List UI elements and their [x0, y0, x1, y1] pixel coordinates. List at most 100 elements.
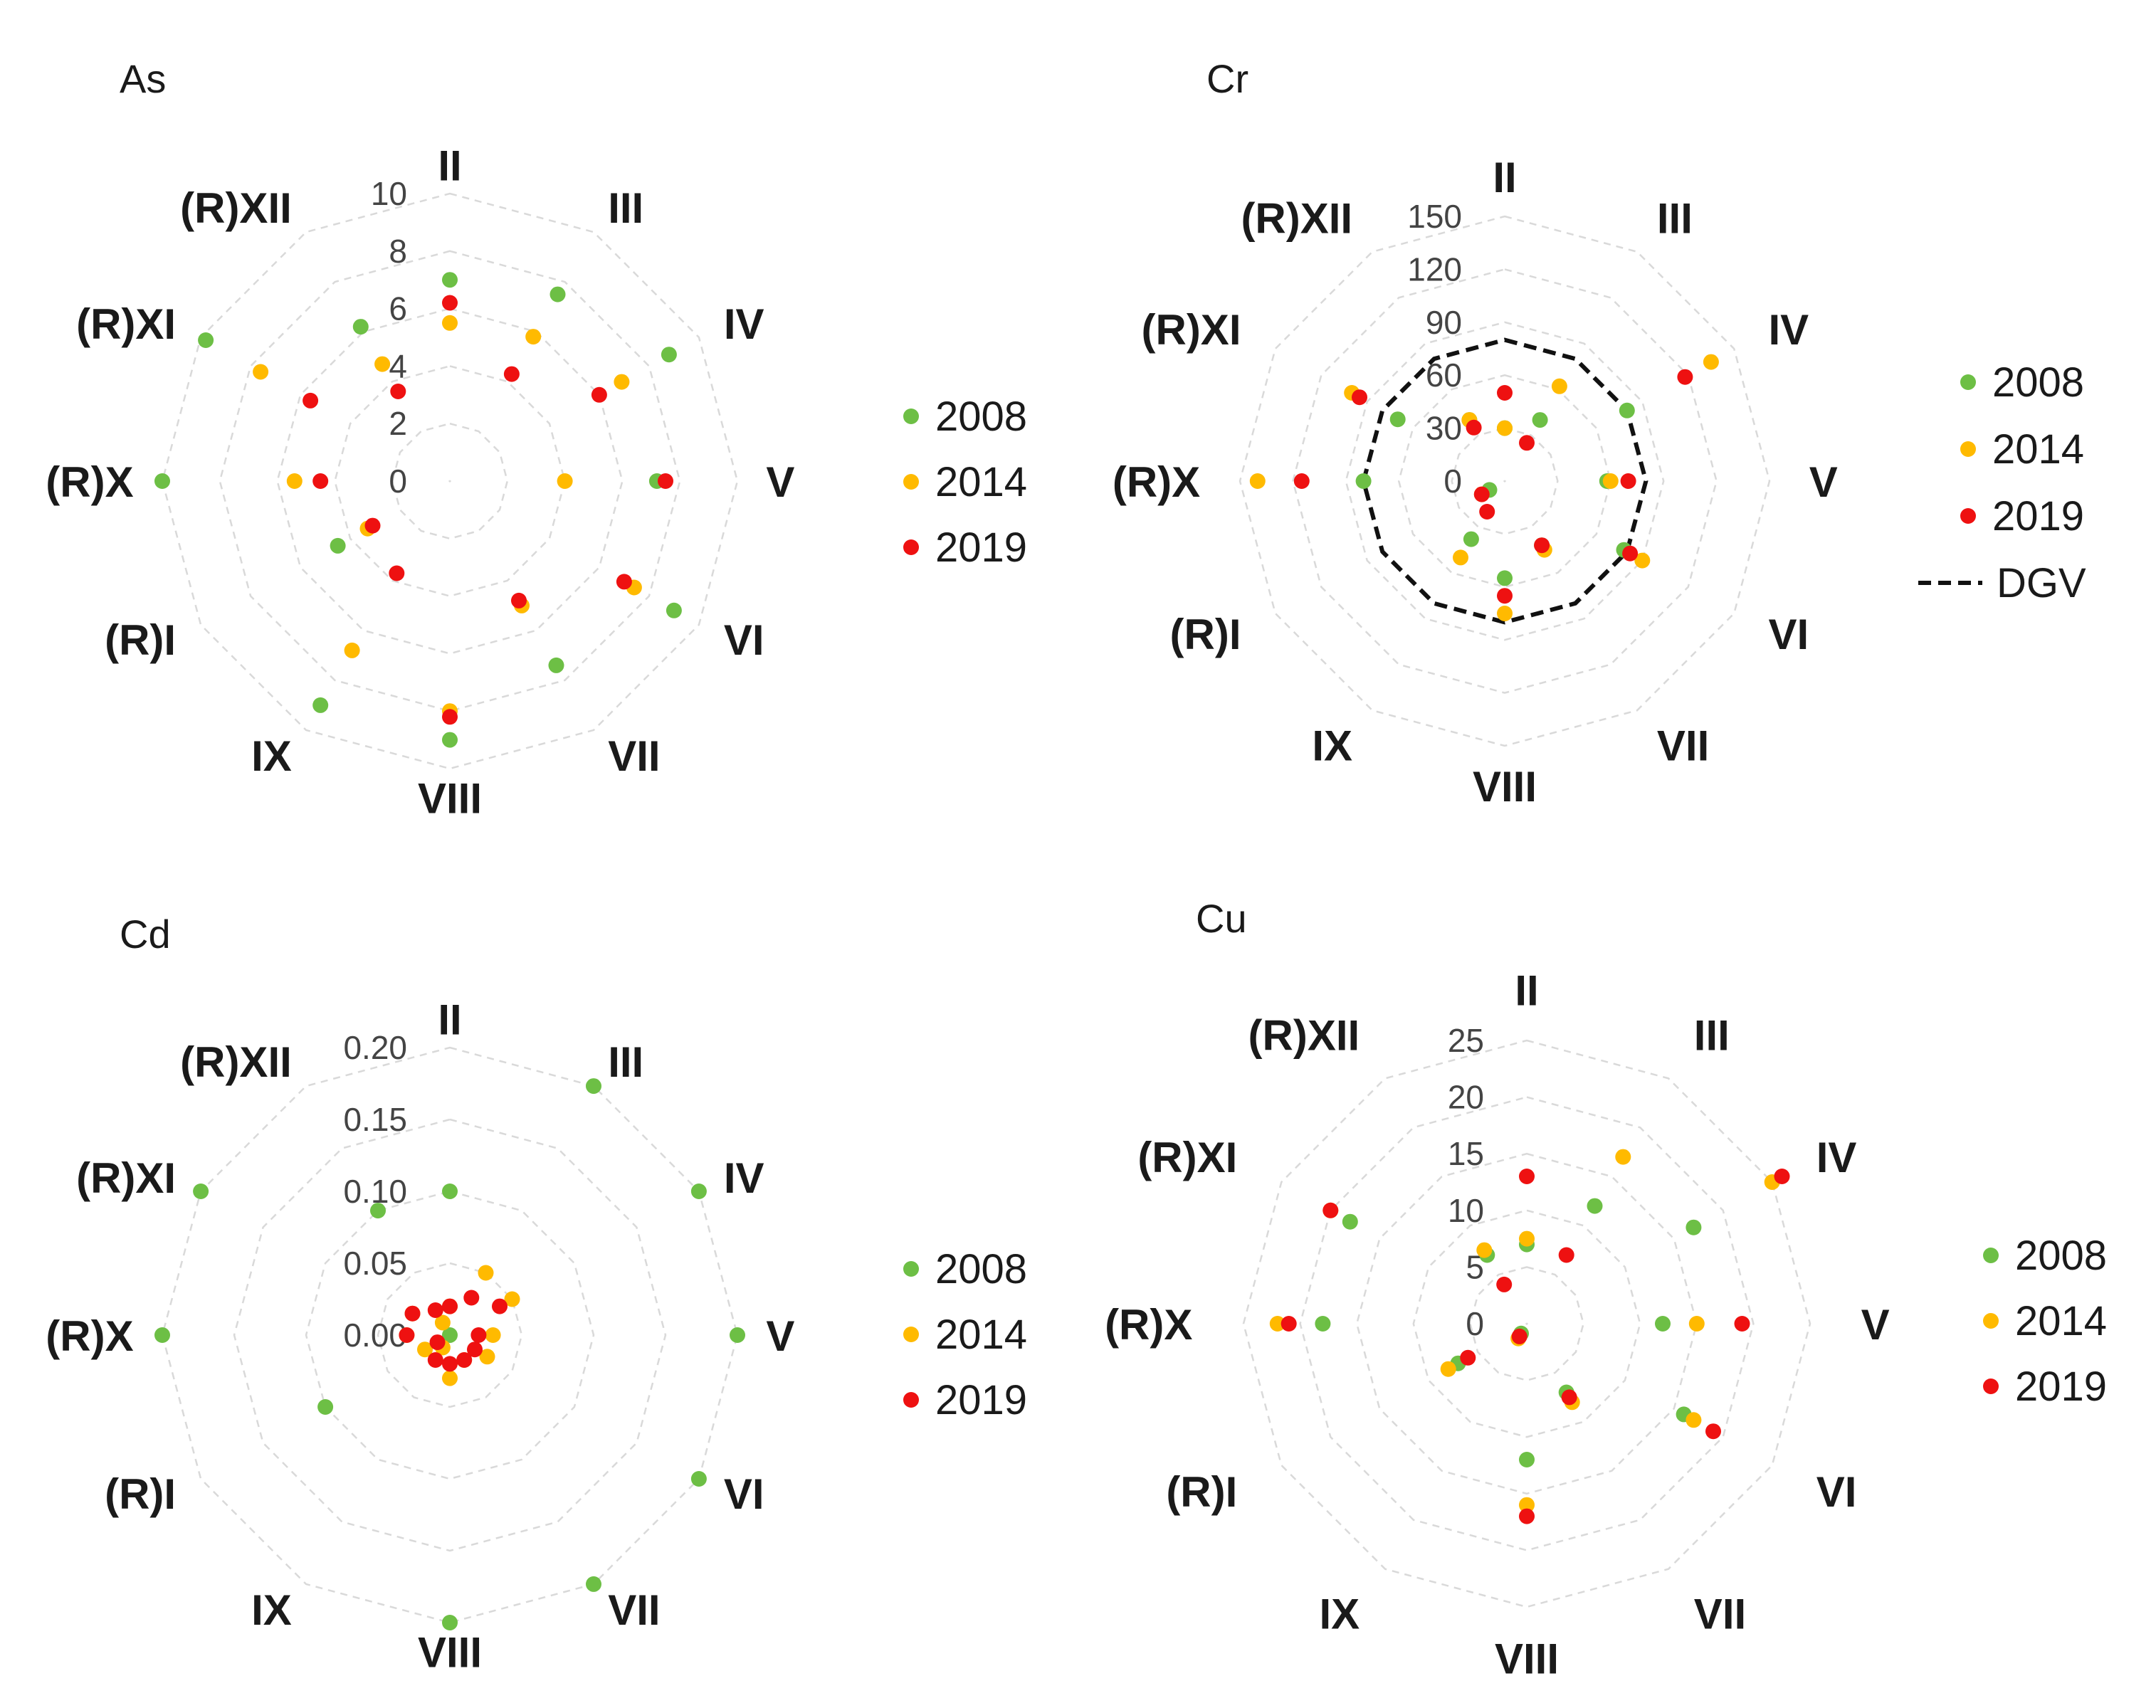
axis-label-r-xii: (R)XII: [1248, 1011, 1360, 1059]
radial-tick-label: 0.00: [343, 1317, 407, 1354]
radial-tick-label: 10: [371, 175, 407, 212]
point-2014-r-x: [286, 473, 303, 489]
point-2014-iii: [525, 329, 542, 345]
point-2014-r-x: [1249, 473, 1266, 489]
radial-tick-label: 15: [1448, 1135, 1484, 1172]
radial-tick-label: 90: [1426, 304, 1462, 341]
point-2014-viii: [1519, 1497, 1535, 1513]
axis-label-r-xi: (R)XI: [1142, 306, 1241, 354]
point-2019-v: [1734, 1316, 1750, 1332]
axis-label-r-xii: (R)XII: [180, 184, 292, 232]
legend-label-2019: 2019: [1992, 493, 2084, 539]
point-2008-iv: [690, 1184, 707, 1199]
point-2019-vi: [467, 1341, 483, 1358]
point-2008-r-xii: [370, 1203, 386, 1219]
point-2008-v: [1655, 1316, 1671, 1332]
panel-title: As: [120, 56, 166, 101]
radial-tick-label: 150: [1407, 198, 1462, 235]
point-2014-r-xii: [1476, 1242, 1493, 1258]
legend-swatch-2014: [903, 474, 919, 490]
point-2008-viii: [1519, 1452, 1535, 1467]
point-2014-vi: [1634, 552, 1651, 569]
point-2008-iii: [586, 1078, 601, 1095]
point-2008-iii: [1532, 412, 1548, 428]
point-2019-ix: [389, 565, 405, 581]
radial-tick-label: 25: [1448, 1022, 1484, 1059]
point-2019-r-i: [1460, 1349, 1476, 1366]
point-2008-vii: [586, 1576, 601, 1592]
point-2014-r-i: [417, 1341, 433, 1358]
panel-title: Cr: [1206, 56, 1248, 101]
point-2014-iv: [614, 374, 630, 390]
legend-label-2014: 2014: [2015, 1298, 2107, 1344]
radar-panel-cd: Cd0.000.050.100.150.20IIIIIIVVVIVIIVIIII…: [46, 912, 1027, 1676]
axis-label-vii: VII: [608, 1586, 660, 1634]
point-2014-iv: [1703, 354, 1719, 370]
axis-label-iii: III: [608, 184, 643, 232]
grid-ring: [1299, 1096, 1755, 1551]
legend-swatch-2008: [903, 408, 919, 424]
point-2014-ix: [1453, 549, 1468, 566]
axis-label-iii: III: [608, 1038, 643, 1086]
legend-swatch-2014: [1983, 1313, 1999, 1329]
legend-label-2019: 2019: [2015, 1364, 2107, 1410]
legend-label-2014: 2014: [1992, 426, 2084, 473]
point-2008-ii: [442, 1184, 458, 1199]
axis-label-ix: IX: [251, 1586, 292, 1634]
point-2019-vi: [1622, 545, 1639, 562]
radial-tick-label: 20: [1448, 1079, 1484, 1116]
legend-label-2008: 2008: [935, 1246, 1027, 1292]
point-2019-iii: [503, 366, 520, 382]
point-2019-viii: [1519, 1508, 1535, 1524]
axis-label-r-i: (R)I: [1166, 1468, 1237, 1516]
point-2014-viii: [1497, 606, 1513, 621]
point-2019-r-xii: [390, 384, 406, 399]
point-2014-iii: [478, 1265, 494, 1281]
axis-label-r-x: (R)X: [46, 458, 133, 506]
point-2014-iv: [504, 1291, 520, 1307]
axis-label-vi: VI: [1816, 1468, 1857, 1516]
grid-ring: [1451, 427, 1559, 535]
point-2019-r-x: [399, 1327, 415, 1343]
axis-label-iv: IV: [724, 300, 764, 348]
point-2008-r-xi: [198, 332, 214, 348]
point-2019-r-xii: [1496, 1276, 1513, 1292]
point-2008-r-i: [330, 537, 346, 554]
point-2014-r-x: [1269, 1316, 1285, 1332]
point-2019-iii: [463, 1290, 480, 1306]
axis-label-ii: II: [1493, 154, 1516, 201]
axis-label-iii: III: [1694, 1011, 1730, 1059]
point-2008-vi: [666, 602, 682, 618]
grid-ring: [1355, 1152, 1698, 1495]
legend: 2008 2014 2019: [1983, 1233, 2107, 1410]
grid-ring-center: [448, 480, 451, 483]
point-2019-r-x: [312, 473, 329, 489]
point-2014-r-xii: [374, 356, 391, 372]
point-2019-r-i: [429, 1334, 446, 1351]
point-2008-ix: [1463, 531, 1479, 547]
radar-panel-cr: Cr0306090120150IIIIIIVVVIVIIVIIIIX(R)I(R…: [1113, 56, 2086, 811]
point-2019-r-x: [1293, 473, 1310, 489]
point-2019-r-xi: [404, 1305, 421, 1322]
legend-label-2008: 2008: [2015, 1233, 2107, 1279]
legend-label-dgv: DGV: [1997, 560, 2086, 606]
axis-label-vii: VII: [608, 732, 660, 780]
point-2014-vi: [479, 1349, 495, 1365]
point-2019-iv: [591, 386, 607, 403]
axis-label-vii: VII: [1694, 1591, 1746, 1638]
radial-tick-label: 6: [389, 290, 407, 327]
radial-tick-label: 0: [389, 463, 407, 500]
point-2019-v: [470, 1327, 487, 1343]
legend-swatch-2019: [903, 539, 919, 555]
axis-label-r-i: (R)I: [105, 1470, 176, 1518]
point-2019-r-xii: [427, 1302, 443, 1318]
point-2019-iii: [1558, 1247, 1574, 1263]
axis-label-viii: VIII: [1495, 1635, 1559, 1683]
radial-tick-label: 0.15: [343, 1101, 407, 1138]
axis-label-ix: IX: [1319, 1591, 1360, 1638]
point-2014-r-i: [1440, 1361, 1456, 1377]
point-2019-v: [1620, 473, 1636, 489]
point-2014-v: [557, 473, 573, 489]
point-2008-iv: [661, 347, 677, 363]
axis-label-ix: IX: [1312, 722, 1352, 770]
